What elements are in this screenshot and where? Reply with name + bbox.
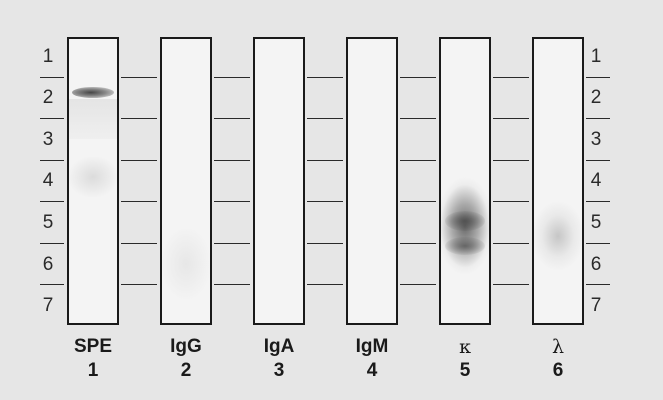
zone-boundary-tick	[121, 160, 157, 162]
zone-boundary-tick	[121, 201, 157, 203]
zone-label-right-1: 1	[590, 46, 602, 67]
zone-boundary-tick	[400, 118, 436, 120]
zone-boundary-tick	[214, 243, 250, 245]
zone-label-left-2: 2	[42, 87, 54, 108]
gel-lane-lambda	[532, 37, 584, 325]
zone-boundary-tick	[586, 77, 610, 79]
zone-boundary-tick	[400, 243, 436, 245]
lane-name-4: IgM	[355, 336, 389, 357]
zone-label-right-5: 5	[590, 212, 602, 233]
zone-boundary-tick	[493, 77, 529, 79]
zone-label-right-2: 2	[590, 87, 602, 108]
zone-label-left-3: 3	[42, 129, 54, 150]
zone-label-left-5: 5	[42, 212, 54, 233]
zone-boundary-tick	[493, 118, 529, 120]
zone-boundary-tick	[40, 77, 64, 79]
lane-number-4: 4	[366, 360, 378, 381]
zone-boundary-tick	[586, 160, 610, 162]
lane-name-2: IgG	[170, 336, 202, 357]
zone-boundary-tick	[40, 201, 64, 203]
gel-lane-iga	[253, 37, 305, 325]
zone-label-left-6: 6	[42, 254, 54, 275]
zone-label-right-3: 3	[590, 129, 602, 150]
zone-label-left-4: 4	[42, 170, 54, 191]
zone-boundary-tick	[400, 284, 436, 286]
zone-boundary-tick	[121, 118, 157, 120]
gel-band-spe-zone2-sharp	[72, 87, 114, 98]
zone-boundary-tick	[307, 284, 343, 286]
gel-lane-spe	[67, 37, 119, 325]
zone-boundary-tick	[214, 284, 250, 286]
lane-number-6: 6	[552, 360, 564, 381]
lane-number-5: 5	[459, 360, 471, 381]
zone-boundary-tick	[214, 77, 250, 79]
zone-boundary-tick	[40, 284, 64, 286]
zone-boundary-tick	[214, 201, 250, 203]
gel-lane-igm	[346, 37, 398, 325]
zone-boundary-tick	[214, 160, 250, 162]
zone-boundary-tick	[40, 160, 64, 162]
zone-boundary-tick	[121, 77, 157, 79]
zone-boundary-tick	[493, 201, 529, 203]
zone-boundary-tick	[214, 118, 250, 120]
lane-number-2: 2	[180, 360, 192, 381]
lane-number-1: 1	[87, 360, 99, 381]
gel-band-igg-faint	[162, 229, 210, 299]
gel-band-kappa-zone5	[445, 211, 485, 231]
gel-band-spe-zone3-diffuse	[69, 99, 117, 139]
gel-lane-kappa	[439, 37, 491, 325]
zone-boundary-tick	[307, 77, 343, 79]
zone-label-left-1: 1	[42, 46, 54, 67]
lane-name-5: κ	[459, 336, 471, 358]
zone-label-left-7: 7	[42, 295, 54, 316]
zone-boundary-tick	[493, 284, 529, 286]
lane-number-3: 3	[273, 360, 285, 381]
zone-label-right-4: 4	[590, 170, 602, 191]
zone-boundary-tick	[493, 160, 529, 162]
zone-boundary-tick	[493, 243, 529, 245]
gel-band-kappa-zone6	[445, 237, 485, 255]
zone-label-right-6: 6	[590, 254, 602, 275]
zone-boundary-tick	[307, 118, 343, 120]
zone-boundary-tick	[307, 160, 343, 162]
zone-label-right-7: 7	[590, 295, 602, 316]
lane-name-3: IgA	[263, 336, 295, 357]
lane-name-1: SPE	[73, 336, 113, 357]
zone-boundary-tick	[586, 284, 610, 286]
zone-boundary-tick	[586, 118, 610, 120]
zone-boundary-tick	[400, 201, 436, 203]
zone-boundary-tick	[586, 201, 610, 203]
zone-boundary-tick	[586, 243, 610, 245]
zone-boundary-tick	[400, 77, 436, 79]
gel-lane-igg	[160, 37, 212, 325]
zone-boundary-tick	[121, 284, 157, 286]
zone-boundary-tick	[121, 243, 157, 245]
zone-boundary-tick	[400, 160, 436, 162]
zone-boundary-tick	[40, 118, 64, 120]
zone-boundary-tick	[307, 243, 343, 245]
zone-boundary-tick	[40, 243, 64, 245]
gel-band-lambda-faint	[534, 201, 582, 271]
lane-name-6: λ	[551, 336, 565, 358]
gel-band-spe-zone4-diffuse	[69, 157, 117, 197]
zone-boundary-tick	[307, 201, 343, 203]
